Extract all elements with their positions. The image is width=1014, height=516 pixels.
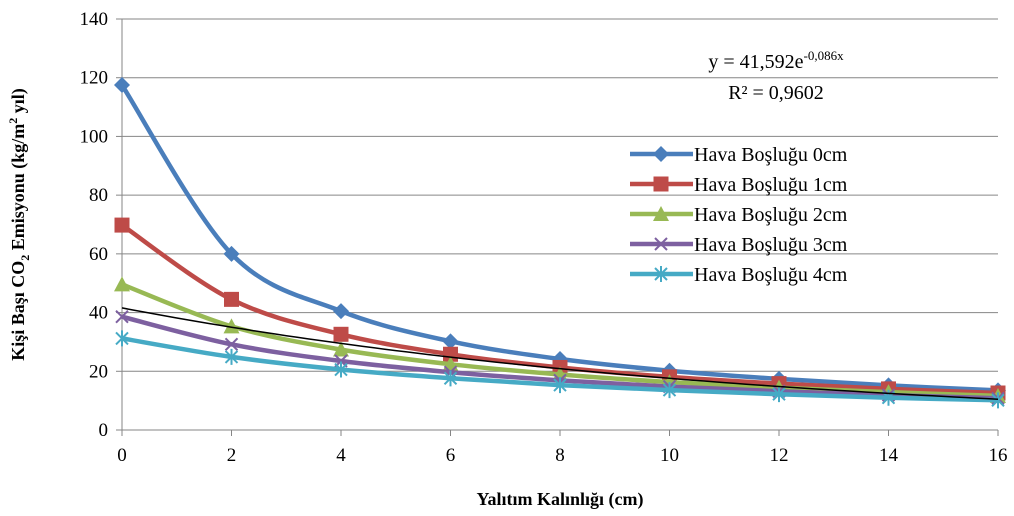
- y-tick-label: 100: [80, 126, 109, 147]
- legend-item: Hava Boşluğu 2cm: [630, 204, 848, 226]
- y-tick-label: 0: [99, 420, 109, 441]
- gridlines: [122, 18, 998, 372]
- data-point: [115, 309, 129, 324]
- data-point: [334, 361, 348, 378]
- legend-item: Hava Boşluğu 0cm: [630, 144, 848, 166]
- series-0: [114, 77, 1006, 399]
- legend-label: Hava Boşluğu 1cm: [694, 174, 848, 196]
- legend-marker: [654, 266, 668, 282]
- data-point: [553, 377, 567, 394]
- data-point: [223, 245, 240, 262]
- y-axis-title: Kişi Başı CO2 Emisyonu (kg/m2 yıl): [6, 88, 32, 361]
- x-axis-ticks: 0 2 4 6 8 10 12 14 16: [117, 430, 1008, 466]
- x-tick-label: 2: [227, 445, 237, 466]
- data-point: [224, 291, 239, 307]
- x-tick-label: 12: [770, 445, 789, 466]
- legend-marker: [653, 176, 669, 192]
- y-tick-label: 140: [80, 9, 109, 30]
- equation-base: y = 41,592e: [708, 51, 803, 73]
- series-line: [120, 83, 999, 393]
- data-point: [224, 348, 239, 365]
- y-tick-label: 60: [89, 244, 108, 265]
- y-tick-label: 80: [89, 185, 108, 206]
- data-point: [114, 276, 130, 292]
- legend-marker: [653, 146, 669, 162]
- x-tick-label: 16: [989, 445, 1008, 466]
- data-point: [333, 326, 349, 342]
- x-tick-label: 14: [879, 445, 899, 466]
- data-point: [443, 370, 458, 387]
- data-point: [772, 386, 786, 403]
- y-tick-label: 20: [89, 361, 108, 382]
- legend-marker: [654, 237, 668, 251]
- legend-item: Hava Boşluğu 1cm: [630, 174, 848, 196]
- data-point: [333, 341, 349, 357]
- x-axis-title: Yalıtım Kalınlığı (cm): [477, 489, 644, 510]
- legend-label: Hava Boşluğu 2cm: [694, 204, 848, 226]
- data-point: [114, 217, 130, 233]
- trendline-r2: R² = 0,9602: [728, 82, 824, 104]
- legend-label: Hava Boşluğu 4cm: [694, 264, 848, 286]
- data-point: [115, 330, 129, 347]
- legend-item: Hava Boşluğu 3cm: [630, 234, 848, 256]
- y-axis-title-superscript: 2: [6, 118, 20, 124]
- legend-marker: [653, 206, 669, 221]
- y-axis-title-part: Kişi Başı CO: [8, 261, 28, 361]
- x-tick-label: 4: [336, 445, 346, 466]
- legend-label: Hava Boşluğu 0cm: [694, 144, 848, 166]
- data-point: [662, 382, 677, 399]
- data-point: [224, 337, 239, 351]
- data-point: [442, 333, 459, 350]
- y-axis-title-part: yıl): [8, 88, 29, 118]
- data-point: [991, 392, 1005, 409]
- equation-exponent: -0,086x: [804, 48, 845, 63]
- data-point: [333, 303, 349, 320]
- data-point: [223, 318, 240, 334]
- y-axis-title-part: Emisyonu (kg/m: [8, 124, 29, 255]
- y-axis-title-subscript: 2: [18, 255, 32, 261]
- legend-item: Hava Boşluğu 4cm: [630, 264, 848, 286]
- series-layer: [114, 77, 1006, 409]
- x-tick-label: 6: [446, 445, 456, 466]
- data-point: [114, 77, 130, 94]
- x-tick-label: 0: [117, 445, 127, 466]
- trendline-equation: y = 41,592e-0,086x: [708, 48, 844, 73]
- x-tick-label: 8: [555, 445, 565, 466]
- x-tick-label: 10: [660, 445, 679, 466]
- trendline: [121, 307, 999, 400]
- y-axis-ticks: 0 20 40 60 80 100 120 140: [80, 9, 122, 441]
- legend: Hava Boşluğu 0cm Hava Boşluğu 1cm Hava Boş…: [630, 144, 848, 286]
- y-tick-label: 40: [89, 303, 108, 324]
- legend-label: Hava Boşluğu 3cm: [694, 234, 848, 256]
- y-tick-label: 120: [80, 68, 109, 89]
